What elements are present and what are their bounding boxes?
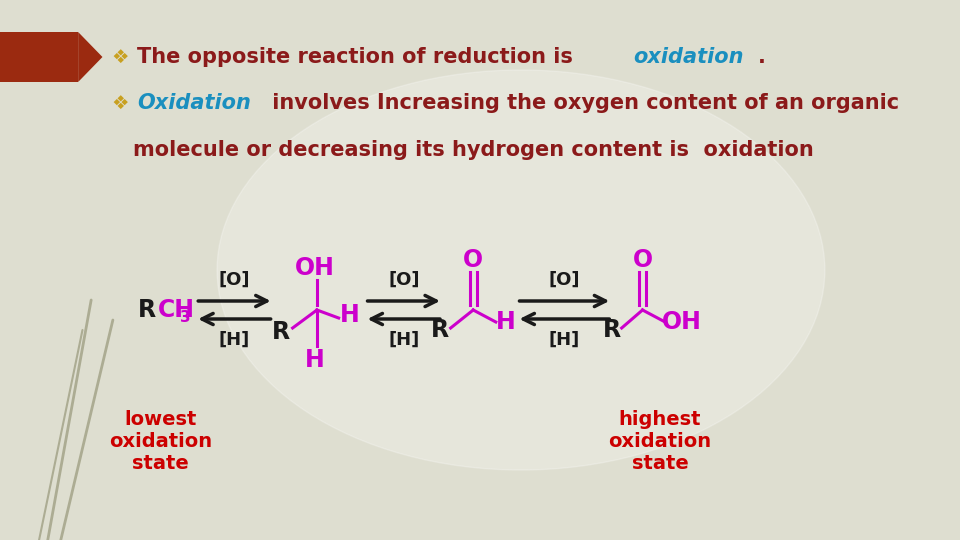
Text: OH: OH [661, 310, 702, 334]
Text: [H]: [H] [388, 331, 420, 349]
Text: OH: OH [296, 256, 335, 280]
Text: molecule or decreasing its hydrogen content is  oxidation: molecule or decreasing its hydrogen cont… [132, 140, 813, 160]
Text: [O]: [O] [388, 271, 420, 289]
Text: [O]: [O] [548, 271, 580, 289]
Polygon shape [0, 32, 78, 82]
Text: O: O [633, 248, 653, 272]
Text: 3: 3 [180, 309, 190, 325]
Text: R: R [603, 318, 621, 342]
Text: R: R [138, 298, 156, 322]
Text: R: R [431, 318, 449, 342]
Text: [H]: [H] [549, 331, 580, 349]
Text: O: O [463, 248, 483, 272]
Polygon shape [78, 32, 103, 82]
Text: CH: CH [158, 298, 195, 322]
Text: [O]: [O] [219, 271, 251, 289]
Ellipse shape [217, 70, 825, 470]
Text: H: H [340, 303, 360, 327]
Text: [H]: [H] [219, 331, 250, 349]
Text: highest
oxidation
state: highest oxidation state [609, 410, 711, 473]
Text: ❖: ❖ [111, 48, 129, 66]
Text: ❖: ❖ [111, 93, 129, 112]
Text: H: H [496, 310, 516, 334]
Text: H: H [305, 348, 325, 372]
Text: The opposite reaction of reduction is: The opposite reaction of reduction is [137, 47, 580, 67]
Text: involves Increasing the oxygen content of an organic: involves Increasing the oxygen content o… [265, 93, 899, 113]
Text: oxidation: oxidation [634, 47, 744, 67]
Text: Oxidation: Oxidation [137, 93, 252, 113]
Text: R: R [272, 320, 290, 344]
Text: lowest
oxidation
state: lowest oxidation state [109, 410, 212, 473]
Text: .: . [757, 47, 765, 67]
